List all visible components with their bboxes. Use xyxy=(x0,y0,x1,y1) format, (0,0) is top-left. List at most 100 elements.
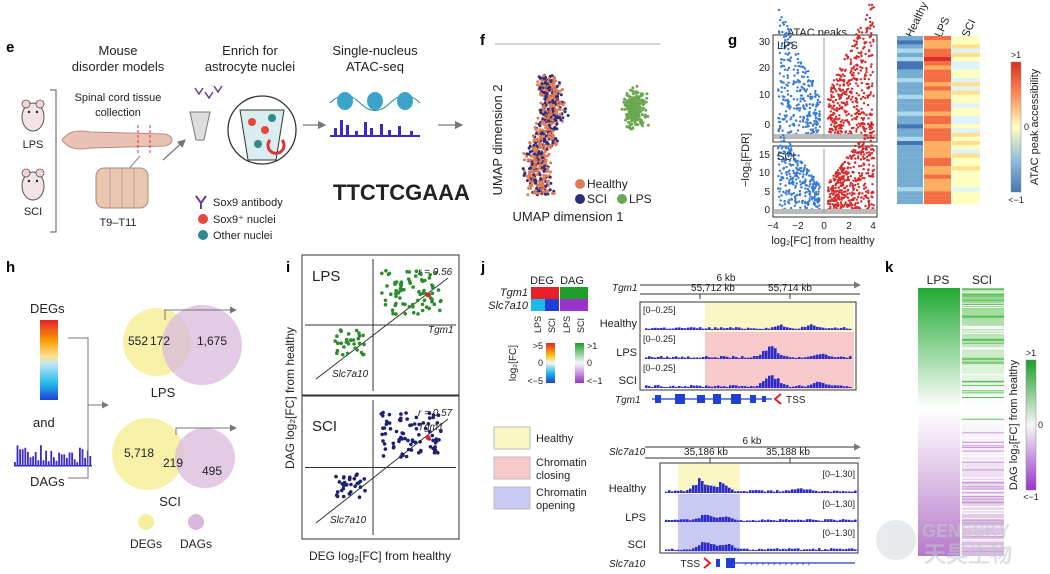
heatmap-cell xyxy=(924,145,951,150)
umap-point xyxy=(538,173,542,177)
volcano-point xyxy=(865,68,868,72)
track-bar xyxy=(743,491,746,493)
volcano-point xyxy=(799,169,802,173)
track-bar xyxy=(719,517,722,522)
volcano-point xyxy=(816,93,819,97)
track-bar xyxy=(671,520,674,522)
umap-point xyxy=(543,143,546,147)
slc-track-sci: SCI xyxy=(628,539,646,551)
k-stripe xyxy=(962,295,1004,297)
track-bar xyxy=(684,386,687,388)
volcano-point xyxy=(870,131,874,134)
volcano-point xyxy=(778,120,782,124)
umap-point xyxy=(564,107,567,111)
volcano-point xyxy=(855,128,858,131)
umap-point xyxy=(638,105,641,108)
umap-point xyxy=(521,167,525,171)
dag-bar xyxy=(53,457,55,466)
track-bar xyxy=(648,386,651,388)
umap-point xyxy=(557,107,561,111)
panel-label-i: i xyxy=(286,259,290,276)
track-bar xyxy=(707,485,710,493)
umap-point xyxy=(547,113,551,117)
volcano-point xyxy=(830,127,833,130)
track-bar xyxy=(762,350,765,359)
volcano-point xyxy=(779,18,782,22)
volcano-point xyxy=(794,186,797,189)
track-bar xyxy=(674,550,677,551)
volcano-point xyxy=(832,79,836,82)
volcano-point xyxy=(869,128,872,131)
scatter-point xyxy=(424,305,429,309)
volcano-point xyxy=(792,98,796,101)
track-bar xyxy=(834,357,837,359)
k-stripe xyxy=(962,523,1004,525)
track-bar xyxy=(663,387,666,388)
umap-point xyxy=(532,143,536,147)
volcano-point xyxy=(816,129,820,132)
track-bar xyxy=(804,357,807,359)
volcano-point xyxy=(836,83,839,86)
umap-point xyxy=(556,94,560,98)
umap-point xyxy=(526,193,530,197)
volcano-point xyxy=(781,129,784,132)
volcano-point xyxy=(864,18,867,21)
heatmap-cell xyxy=(952,90,980,95)
volcano-point xyxy=(868,131,872,134)
umap-point xyxy=(623,103,627,107)
umap-scatter xyxy=(521,73,650,197)
volcano-point xyxy=(802,105,805,108)
volcano-point xyxy=(847,84,850,87)
track-bar xyxy=(651,328,654,330)
volcano-point xyxy=(795,178,798,181)
volcano-point xyxy=(872,164,875,167)
volcano-point xyxy=(863,195,866,198)
scatter-point xyxy=(436,451,440,455)
volcano-point xyxy=(861,59,865,62)
umap-point xyxy=(544,111,547,115)
volcano-point xyxy=(816,200,819,203)
track-bar xyxy=(840,385,843,388)
umap-point xyxy=(631,104,635,108)
volcano-point xyxy=(785,171,788,174)
scatter-point xyxy=(357,334,362,338)
track-bar xyxy=(701,481,704,493)
volcano-point xyxy=(832,199,835,203)
track-bar xyxy=(798,357,801,359)
volcano-point xyxy=(848,192,851,195)
umap-point xyxy=(546,166,550,170)
k-col-lps: LPS xyxy=(927,273,950,287)
volcano-point xyxy=(802,126,805,129)
k-stripe xyxy=(962,461,1004,463)
umap-point xyxy=(625,92,629,95)
volcano-point xyxy=(797,103,800,106)
heatmap-cell xyxy=(897,183,923,188)
track-bar xyxy=(758,490,761,493)
track-bar xyxy=(648,356,651,359)
umap-point xyxy=(538,86,542,89)
volcano-point xyxy=(788,59,791,62)
volcano-point xyxy=(798,172,802,175)
volcano-point xyxy=(839,129,842,132)
tgm1-gene-model-label: Tgm1 xyxy=(615,395,641,406)
scatter-point xyxy=(351,338,356,342)
volcano-point xyxy=(850,78,853,82)
track-bar xyxy=(800,519,803,522)
umap-point xyxy=(632,111,636,115)
heatmap-cell xyxy=(924,162,951,167)
scatter-point xyxy=(341,476,346,480)
heatmap-cell xyxy=(924,178,951,184)
volcano-point xyxy=(796,129,800,132)
k-stripe xyxy=(962,488,1004,490)
volcano-point xyxy=(808,106,812,110)
arrow-to-enrich xyxy=(162,139,186,161)
legend-other: Other nuclei xyxy=(213,230,272,242)
dag-bar xyxy=(21,449,24,466)
umap-point xyxy=(552,88,556,92)
scatter-point xyxy=(399,455,403,459)
track-bar xyxy=(792,328,795,330)
track-bar xyxy=(735,327,738,330)
volcano-point xyxy=(851,184,855,188)
j-gene-slc7a10: Slc7a10 xyxy=(488,300,529,312)
track-bar xyxy=(780,324,783,330)
